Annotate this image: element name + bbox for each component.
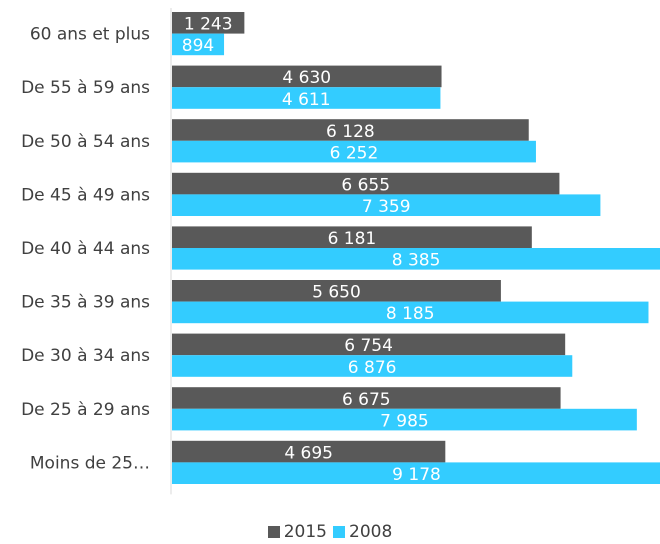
bar-2015	[172, 12, 245, 34]
legend-item-2008: 2008	[333, 522, 392, 542]
data-label-2015: 1 243	[184, 15, 233, 35]
data-label-2008: 894	[182, 36, 214, 56]
bar-2015	[172, 333, 566, 356]
data-label-2008: 8 185	[386, 304, 435, 324]
bar-2015	[172, 440, 446, 463]
bar-2008	[172, 140, 536, 163]
legend-item-2015: 2015	[267, 522, 327, 542]
legend-label-2015: 2015	[283, 522, 327, 542]
bar-2015	[172, 226, 532, 248]
data-label-2008: 7 985	[380, 411, 429, 431]
category-labels: 60 ans et plus De 55 à 59 ans De 50 à 54 a…	[21, 25, 150, 474]
data-label-2015: 6 128	[326, 122, 375, 142]
bar-2015	[172, 119, 529, 141]
data-label-2015: 5 650	[312, 283, 361, 303]
bar-2008	[172, 355, 573, 377]
bar-2015	[172, 65, 442, 88]
bar-2008	[172, 87, 441, 109]
data-label-2015: 6 655	[341, 175, 390, 195]
data-label-2008: 6 252	[330, 143, 379, 163]
legend-label-2008: 2008	[349, 522, 393, 542]
category-label: 60 ans et plus	[30, 25, 150, 45]
data-label-2015: 6 675	[342, 390, 391, 410]
bar-2015	[172, 280, 501, 302]
data-label-2015: 4 695	[284, 443, 333, 463]
category-label: De 40 à 44 ans	[21, 239, 150, 259]
data-label-2015: 4 630	[282, 68, 331, 88]
data-label-2015: 6 754	[344, 336, 393, 356]
bar-2008	[172, 33, 225, 56]
data-label-2008: 7 359	[362, 197, 411, 217]
category-label: De 35 à 39 ans	[21, 293, 150, 313]
legend-swatch-2008	[333, 526, 345, 538]
legend: 2015 2008	[0, 522, 660, 542]
data-label-2015: 6 181	[328, 229, 377, 249]
bar-2008	[172, 194, 601, 216]
data-label-2008: 4 611	[282, 90, 331, 110]
bar-2015	[172, 387, 561, 409]
category-label: De 50 à 54 ans	[21, 132, 150, 152]
category-label: De 30 à 34 ans	[21, 346, 150, 366]
category-label: De 55 à 59 ans	[21, 78, 150, 98]
category-label: De 45 à 49 ans	[21, 185, 150, 205]
bar-2008	[172, 462, 660, 484]
bar-2008	[172, 408, 637, 431]
bar-2008	[172, 248, 660, 270]
bar-2015	[172, 172, 560, 195]
bar-2008	[172, 301, 649, 324]
data-label-2008: 6 876	[348, 358, 397, 378]
category-label: Moins de 25…	[30, 453, 150, 473]
data-label-2008: 9 178	[392, 465, 441, 485]
data-label-2008: 8 385	[392, 251, 441, 271]
category-label: De 25 à 29 ans	[21, 400, 150, 420]
legend-swatch-2015	[267, 526, 280, 538]
